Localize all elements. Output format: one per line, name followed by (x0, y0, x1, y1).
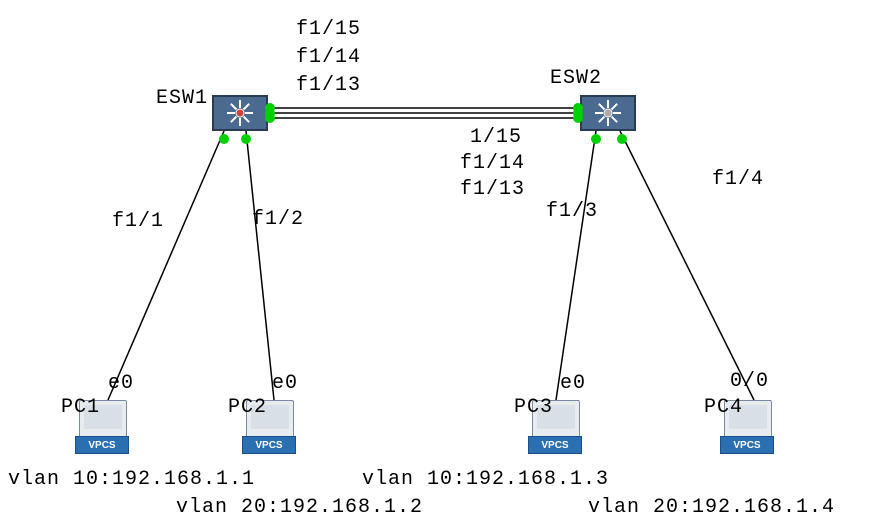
port-label: f1/15 (296, 18, 361, 41)
link-status-dot (219, 134, 229, 144)
port-label: f1/14 (460, 152, 525, 175)
port-label: 0/0 (730, 370, 769, 393)
port-label: f1/14 (296, 46, 361, 69)
device-label: ESW1 (156, 87, 208, 110)
link-status-dot (591, 134, 601, 144)
vlan-label: vlan 10:192.168.1.1 (8, 468, 255, 491)
port-label: 1/15 (470, 126, 522, 149)
port-label: e0 (560, 372, 586, 395)
port-label: f1/3 (546, 200, 598, 223)
device-label: PC2 (228, 396, 267, 419)
device-label: ESW2 (550, 67, 602, 90)
link-status-dot (241, 134, 251, 144)
pc-badge: VPCS (242, 436, 296, 454)
port-label: f1/13 (460, 178, 525, 201)
link-status-dot (617, 134, 627, 144)
port-label: f1/2 (252, 208, 304, 231)
pc-badge: VPCS (528, 436, 582, 454)
device-label: PC4 (704, 396, 743, 419)
device-label: PC3 (514, 396, 553, 419)
vlan-label: vlan 20:192.168.1.2 (176, 496, 423, 519)
device-switch (580, 95, 636, 131)
pc-badge: VPCS (75, 436, 129, 454)
link-status-dot (573, 113, 583, 123)
port-label: e0 (108, 372, 134, 395)
device-switch (212, 95, 268, 131)
link-status-dot (265, 113, 275, 123)
pc-badge: VPCS (720, 436, 774, 454)
port-label: f1/4 (712, 168, 764, 191)
vlan-label: vlan 10:192.168.1.3 (362, 468, 609, 491)
port-label: f1/13 (296, 74, 361, 97)
device-label: PC1 (61, 396, 100, 419)
vlan-label: vlan 20:192.168.1.4 (588, 496, 835, 519)
port-label: e0 (272, 372, 298, 395)
port-label: f1/1 (112, 210, 164, 233)
